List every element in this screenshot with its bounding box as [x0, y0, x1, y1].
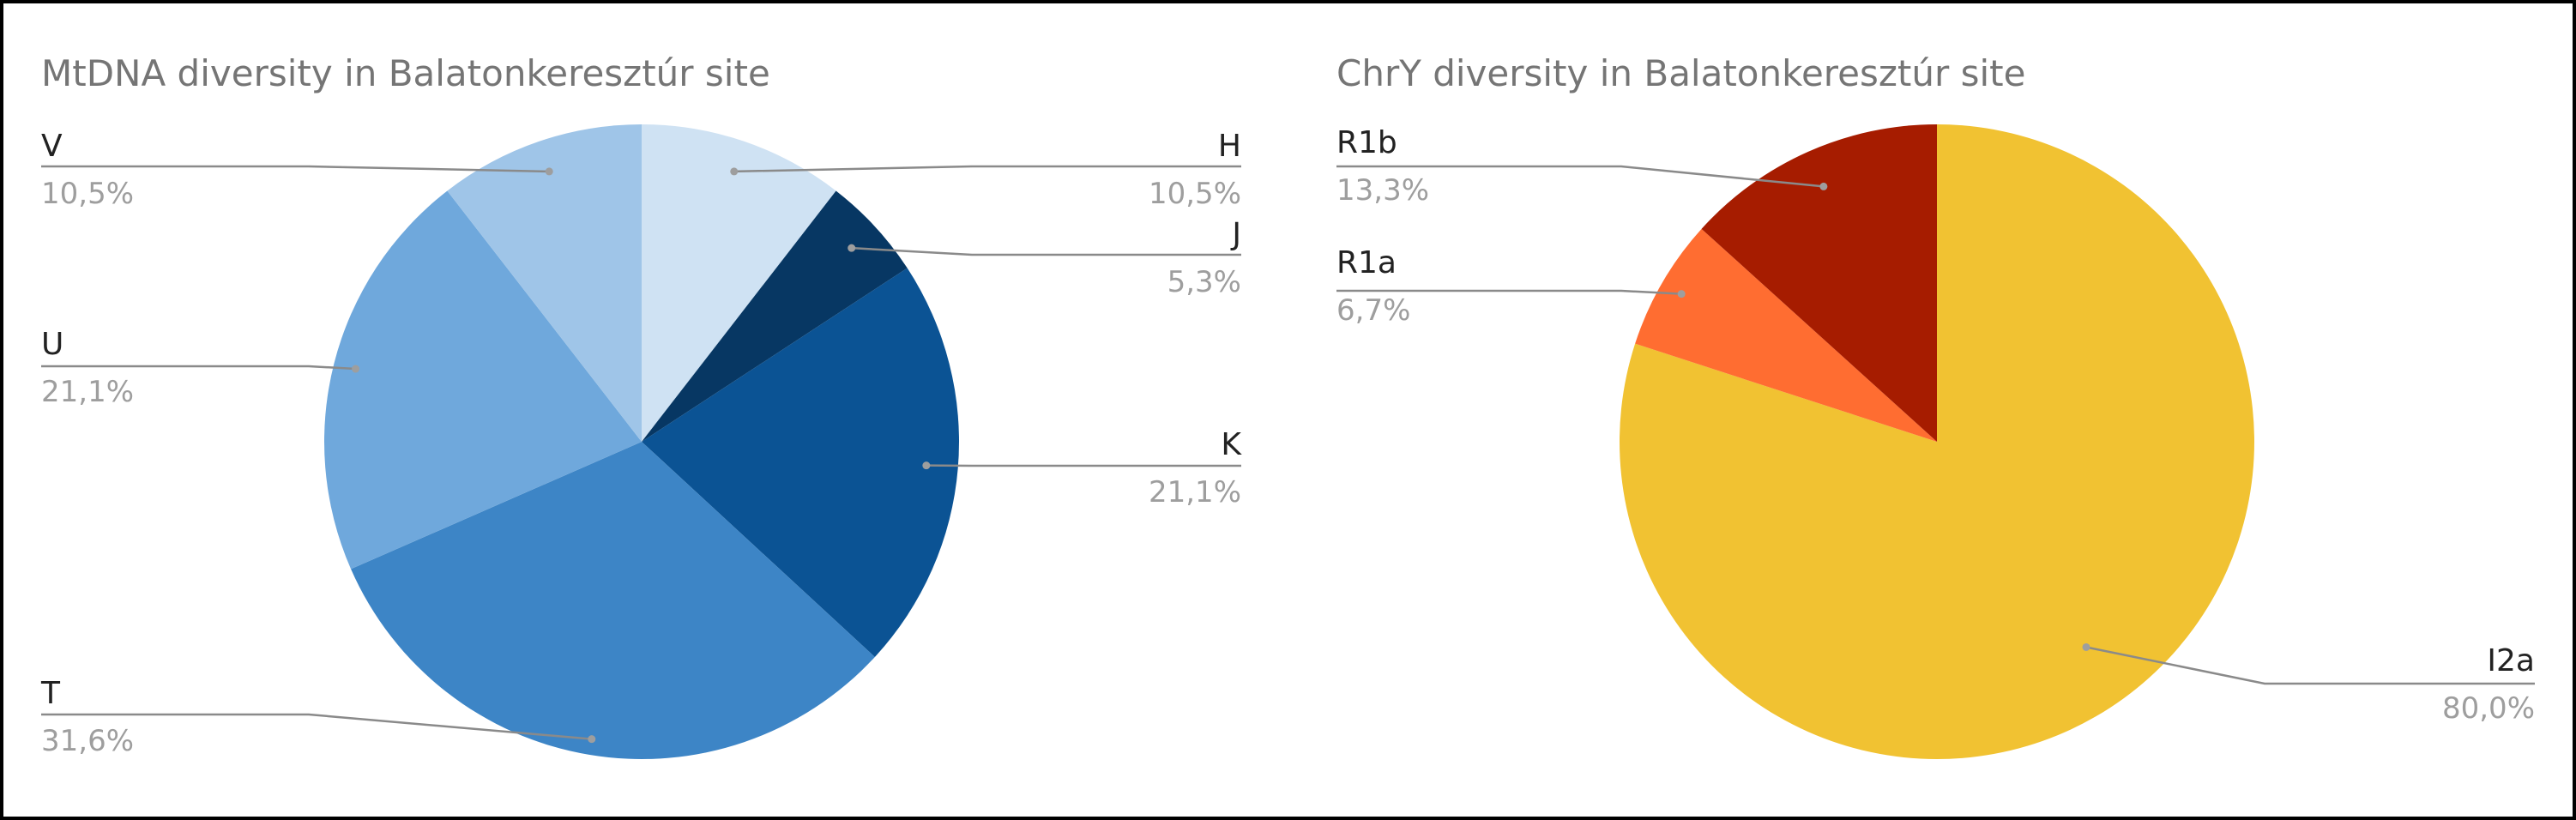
mtdna-slices	[324, 124, 959, 759]
mtdna-leader-dot-u	[352, 365, 360, 373]
mtdna-pct-u: 21,1%	[41, 375, 134, 409]
mtdna-slice-t	[351, 442, 875, 759]
mtdna-slice-u	[324, 190, 642, 570]
chry-chart-title: ChrY diversity in Balatonkeresztúr site	[1336, 52, 2025, 94]
chry-pct-r1a: 6,7%	[1336, 293, 1410, 328]
mtdna-leader-u	[41, 365, 356, 371]
mtdna-pct-h: 10,5%	[1149, 177, 1241, 211]
mtdna-leader-dot-j	[848, 244, 856, 252]
mtdna-label-t: T	[40, 676, 61, 711]
mtdna-label-j: J	[1230, 217, 1241, 252]
mtdna-leader-dot-h	[730, 167, 739, 176]
mtdna-leader-dot-k	[922, 461, 931, 470]
chry-leader-r1b	[1336, 165, 1825, 188]
mtdna-leader-t	[41, 713, 592, 740]
chry-pct-i2a: 80,0%	[2442, 691, 2535, 726]
chry-slices	[1620, 124, 2255, 760]
mtdna-leader-v	[41, 165, 550, 173]
chry-leader-r1a	[1336, 289, 1682, 295]
chry-label-r1a: R1a	[1336, 245, 1397, 280]
chry-slice-r1a	[1635, 228, 1937, 442]
chry-label-i2a: I2a	[2487, 643, 2535, 678]
mtdna-pct-k: 21,1%	[1149, 475, 1241, 509]
mtdna-pct-j: 5,3%	[1167, 265, 1241, 299]
chry-pie-chart: ChrY diversity in Balatonkeresztúr site …	[1336, 52, 2535, 760]
mtdna-leader-dot-t	[588, 735, 596, 744]
mtdna-labels: H 10,5% J 5,3% K 21,1% T 31,6% U 21,1% V 10,5%	[40, 129, 1242, 758]
mtdna-pct-v: 10,5%	[41, 177, 134, 211]
mtdna-label-k: K	[1221, 427, 1242, 462]
chry-labels: I2a 80,0% R1a 6,7% R1b 13,3%	[1336, 125, 2535, 726]
mtdna-label-h: H	[1218, 129, 1241, 164]
mtdna-slice-v	[447, 124, 642, 442]
mtdna-slice-h	[642, 124, 836, 442]
chry-pct-r1b: 13,3%	[1336, 173, 1429, 208]
mtdna-slice-k	[642, 268, 959, 657]
mtdna-leader-dot-v	[545, 167, 553, 176]
chry-leader-dot-r1a	[1677, 290, 1686, 298]
chry-label-r1b: R1b	[1336, 125, 1397, 160]
chry-slice-r1b	[1701, 124, 1937, 442]
mtdna-label-v: V	[41, 129, 63, 164]
mtdna-slice-j	[642, 190, 908, 443]
mtdna-pct-t: 31,6%	[41, 724, 134, 758]
mtdna-chart-title: MtDNA diversity in Balatonkeresztúr site	[41, 52, 770, 94]
mtdna-leader-h	[733, 165, 1241, 173]
mtdna-pie-chart: MtDNA diversity in Balatonkeresztúr site…	[40, 52, 1242, 759]
chry-leader-dot-r1b	[1819, 182, 1828, 190]
chry-leader-dot-i2a	[2082, 642, 2090, 651]
mtdna-label-u: U	[41, 327, 63, 362]
mtdna-leader-j	[851, 246, 1241, 256]
chry-leader-i2a	[2085, 646, 2535, 685]
